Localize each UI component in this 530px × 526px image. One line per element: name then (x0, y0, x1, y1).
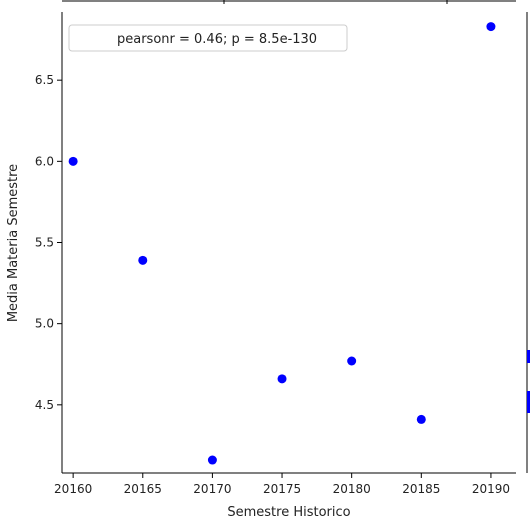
y-tick-label: 4.5 (35, 398, 54, 412)
legend-text: pearsonr = 0.46; p = 8.5e-130 (117, 32, 317, 47)
y-axis-ticks: 4.5 5.0 5.5 6.0 6.5 (35, 73, 62, 412)
legend-box (68, 24, 348, 52)
x-tick-label: 20190 (472, 482, 510, 496)
y-tick-label: 6.5 (35, 73, 54, 87)
y-tick-label: 6.0 (35, 154, 54, 168)
data-point (486, 22, 496, 32)
data-point (207, 455, 217, 465)
data-point (347, 356, 357, 366)
x-tick-label: 20185 (402, 482, 440, 496)
data-point (277, 374, 287, 384)
y-axis-label: Media Materia Semestre (6, 164, 21, 322)
data-point (416, 414, 426, 424)
x-axis-ticks: 20160 20165 20170 20175 20180 20185 20190 (54, 473, 510, 496)
data-point (138, 255, 148, 265)
scatter-points (68, 22, 496, 465)
x-tick-label: 20160 (54, 482, 92, 496)
x-axis-label: Semestre Historico (227, 505, 350, 520)
x-tick-label: 20180 (333, 482, 371, 496)
y-tick-label: 5.0 (35, 317, 54, 331)
data-point (68, 156, 78, 166)
right-margin-fragment (527, 350, 530, 363)
legend: pearsonr = 0.46; p = 8.5e-130 (68, 24, 348, 52)
x-tick-label: 20175 (263, 482, 301, 496)
x-tick-label: 20165 (124, 482, 162, 496)
x-tick-label: 20170 (193, 482, 231, 496)
y-tick-label: 5.5 (35, 236, 54, 250)
right-margin-fragment (527, 391, 530, 413)
